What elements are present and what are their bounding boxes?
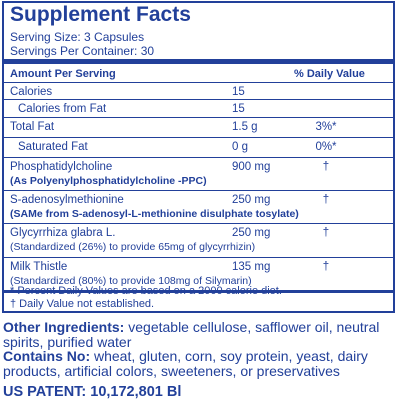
nutrient-name: S-adenosylmethionine bbox=[10, 194, 124, 206]
amount: 135 mg bbox=[232, 261, 271, 273]
amount: 250 mg bbox=[232, 194, 271, 206]
amount: 0 g bbox=[232, 141, 248, 153]
column-label: % Daily Value bbox=[294, 68, 365, 80]
nutrient-name: Calories from Fat bbox=[18, 103, 107, 115]
nutrient-row: Saturated Fat 0 g 0%* bbox=[4, 138, 393, 158]
nutrient-row: Glycyrrhiza glabra L. 250 mg † (Standardize… bbox=[4, 224, 393, 258]
nutrient-row: Calories 15 bbox=[4, 83, 393, 100]
divider bbox=[4, 59, 393, 64]
amount: 15 bbox=[232, 86, 245, 98]
nutrient-row: S-adenosylmethionine 250 mg † (SAMe from S-… bbox=[4, 191, 393, 224]
nutrient-name: Total Fat bbox=[10, 121, 55, 133]
footnote: † Daily Value not established. bbox=[10, 298, 155, 310]
text: vegetable cellulose, safflower oil, neut… bbox=[3, 319, 380, 350]
nutrient-name: Phosphatidylcholine bbox=[10, 161, 113, 173]
nutrient-note: (Standardized (80%) to provide 108mg of … bbox=[10, 275, 252, 287]
facts-panel: Supplement Facts Serving Size: 3 Capsule… bbox=[2, 1, 395, 313]
daily-value: † bbox=[322, 261, 330, 273]
patent: US PATENT: 10,172,801 Bl bbox=[3, 384, 182, 400]
nutrient-name: Milk Thistle bbox=[10, 261, 68, 273]
nutrient-name: Saturated Fat bbox=[18, 141, 88, 153]
daily-value: 3%* bbox=[315, 121, 337, 133]
nutrient-note: (SAMe from S-adenosyl-L-methionine disul… bbox=[10, 208, 299, 220]
column-label: Amount Per Serving bbox=[10, 68, 116, 80]
label: Contains No: bbox=[3, 348, 91, 364]
nutrient-name: Glycyrrhiza glabra L. bbox=[10, 227, 116, 239]
amount: 900 mg bbox=[232, 161, 271, 173]
label: Other Ingredients: bbox=[3, 319, 125, 335]
title: Supplement Facts bbox=[10, 3, 191, 26]
amount: 1.5 g bbox=[232, 121, 258, 133]
nutrient-row: Phosphatidylcholine 900 mg † (As Polyenylph… bbox=[4, 158, 393, 191]
amount: 250 mg bbox=[232, 227, 271, 239]
other-ingredients: Other Ingredients: vegetable cellulose, … bbox=[3, 320, 398, 349]
text: wheat, gluten, corn, soy protein, yeast,… bbox=[3, 348, 368, 379]
amount: 15 bbox=[232, 103, 245, 115]
footnote: * Percent Daily Values are based on a 20… bbox=[10, 285, 282, 297]
nutrient-row: Total Fat 1.5 g 3%* bbox=[4, 118, 393, 138]
nutrient-note: (As Polyenylphosphatidylcholine -PPC) bbox=[10, 175, 207, 187]
daily-value: † bbox=[322, 194, 330, 206]
nutrient-row: Milk Thistle 135 mg † (Standardized (80%) t… bbox=[4, 258, 393, 293]
contains-no: Contains No: wheat, gluten, corn, soy pr… bbox=[3, 349, 398, 378]
nutrient-note: (Standardized (26%) to provide 65mg of g… bbox=[10, 241, 256, 253]
servings-per-container: Servings Per Container: 30 bbox=[10, 44, 155, 58]
daily-value: † bbox=[322, 227, 330, 239]
nutrient-row: Calories from Fat 15 bbox=[4, 100, 393, 118]
daily-value: 0%* bbox=[315, 141, 337, 153]
serving-size: Serving Size: 3 Capsules bbox=[10, 30, 145, 44]
column-header: Amount Per Serving % Daily Value bbox=[4, 66, 393, 83]
daily-value: † bbox=[322, 161, 330, 173]
nutrient-name: Calories bbox=[10, 86, 53, 98]
